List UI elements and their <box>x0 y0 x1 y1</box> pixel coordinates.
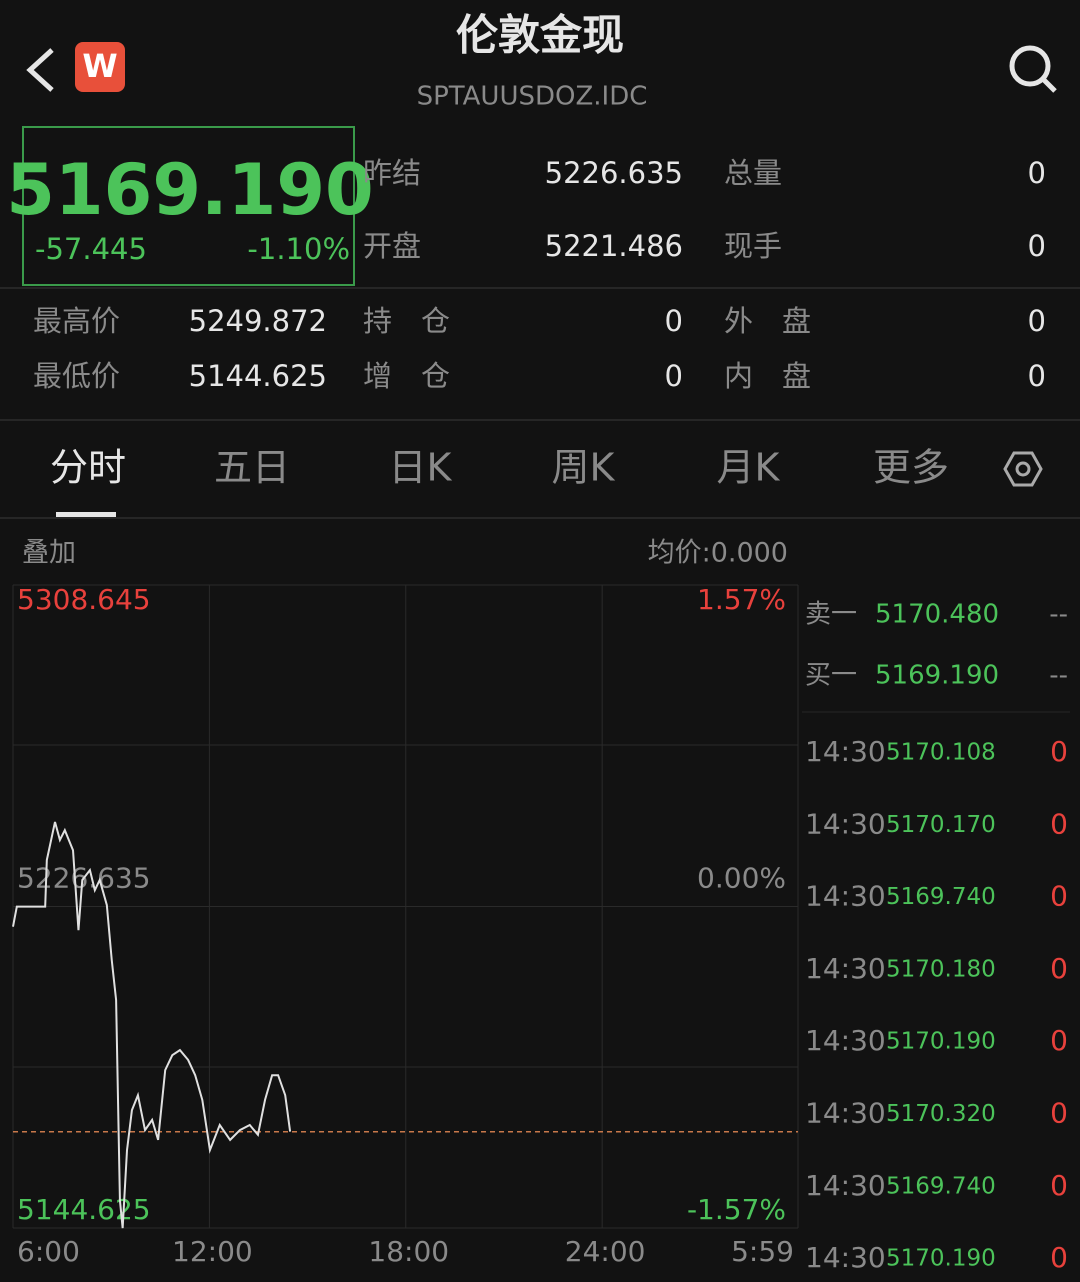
tab[interactable]: 五日 <box>214 446 290 490</box>
y-tick-label: 5308.645 <box>17 583 151 616</box>
tab[interactable]: 周K <box>552 446 616 490</box>
stat-label: 内 盘 <box>724 359 811 393</box>
badge <box>75 42 125 92</box>
price-line <box>12 821 292 1229</box>
stat-value: 5249.872 <box>189 304 327 338</box>
tab[interactable]: 分时 <box>50 446 126 490</box>
trade-volume: 0 <box>1050 1024 1068 1057</box>
stat-label: 开盘 <box>363 229 421 263</box>
stat-label: 总量 <box>724 156 782 190</box>
trade-time: 14:30 <box>805 735 886 768</box>
stat-value: 5221.486 <box>545 229 683 263</box>
trade-price: 5170.180 <box>886 956 996 982</box>
trade-price: 5170.190 <box>886 1246 996 1272</box>
trade-price: 5170.320 <box>886 1101 996 1127</box>
stat-value: 5144.625 <box>189 359 327 393</box>
trade-time: 14:30 <box>805 880 886 913</box>
book-side: 卖一 <box>805 600 857 630</box>
title: 伦敦金现 <box>456 11 624 60</box>
tab[interactable]: 更多 <box>873 446 949 490</box>
overlay-button[interactable]: 叠加 <box>22 538 76 569</box>
trade-time: 14:30 <box>805 807 886 840</box>
code: SPTAUUSDOZ.IDC <box>417 82 648 112</box>
avg-price: 均价:0.000 <box>648 538 788 569</box>
book-volume: -- <box>1049 661 1068 691</box>
book-volume: -- <box>1049 600 1068 630</box>
search-button[interactable] <box>1009 45 1057 93</box>
stat-label: 昨结 <box>363 156 421 190</box>
trade-price: 5170.170 <box>886 812 996 838</box>
x-tick-label: 5:59 <box>731 1235 794 1268</box>
stat-value: 0 <box>665 359 683 393</box>
trade-time: 14:30 <box>805 1097 886 1130</box>
stat-label: 最低价 <box>33 359 120 393</box>
stat-label: 持 仓 <box>363 304 450 338</box>
trade-price: 5170.108 <box>886 740 996 766</box>
trade-volume: 0 <box>1050 952 1068 985</box>
x-tick-label: 24:00 <box>565 1235 646 1268</box>
trade-time: 14:30 <box>805 1241 886 1274</box>
stat-value: 0 <box>1028 359 1046 393</box>
stat-label: 最高价 <box>33 304 120 338</box>
change-pct: -1.10% <box>247 232 350 266</box>
book-price: 5170.480 <box>875 600 999 630</box>
stat-value: 5226.635 <box>545 156 683 190</box>
trade-volume: 0 <box>1050 1241 1068 1274</box>
trade-price: 5169.740 <box>886 1173 996 1199</box>
trade-time: 14:30 <box>805 952 886 985</box>
tab[interactable]: 月K <box>717 446 781 490</box>
y-tick-label: 5144.625 <box>17 1193 151 1226</box>
stat-value: 0 <box>1028 156 1046 190</box>
tab[interactable]: 日K <box>389 446 453 490</box>
price: 5169.190 <box>6 149 374 231</box>
y2-tick-label: 1.57% <box>697 583 786 616</box>
stat-label: 增 仓 <box>363 359 450 393</box>
badge-text: W <box>82 47 117 85</box>
tab-indicator <box>56 512 116 517</box>
price-box <box>22 126 355 286</box>
back-button[interactable] <box>26 48 54 92</box>
settings-button[interactable] <box>1003 451 1043 487</box>
trade-volume: 0 <box>1050 880 1068 913</box>
trade-time: 14:30 <box>805 1169 886 1202</box>
trade-volume: 0 <box>1050 1169 1068 1202</box>
x-tick-label: 18:00 <box>368 1235 449 1268</box>
book-price: 5169.190 <box>875 661 999 691</box>
change: -57.445 <box>35 232 147 266</box>
y2-tick-label: 0.00% <box>697 862 786 895</box>
stat-value: 0 <box>1028 229 1046 263</box>
stat-label: 外 盘 <box>724 304 811 338</box>
x-tick-label: 6:00 <box>17 1235 80 1268</box>
trade-volume: 0 <box>1050 1097 1068 1130</box>
stat-value: 0 <box>665 304 683 338</box>
trade-volume: 0 <box>1050 735 1068 768</box>
x-tick-label: 12:00 <box>172 1235 253 1268</box>
trade-price: 5169.740 <box>886 884 996 910</box>
trade-volume: 0 <box>1050 807 1068 840</box>
trade-time: 14:30 <box>805 1024 886 1057</box>
y2-tick-label: -1.57% <box>687 1193 786 1226</box>
stat-label: 现手 <box>724 229 782 263</box>
book-side: 买一 <box>805 661 857 691</box>
stat-value: 0 <box>1028 304 1046 338</box>
trade-price: 5170.190 <box>886 1029 996 1055</box>
